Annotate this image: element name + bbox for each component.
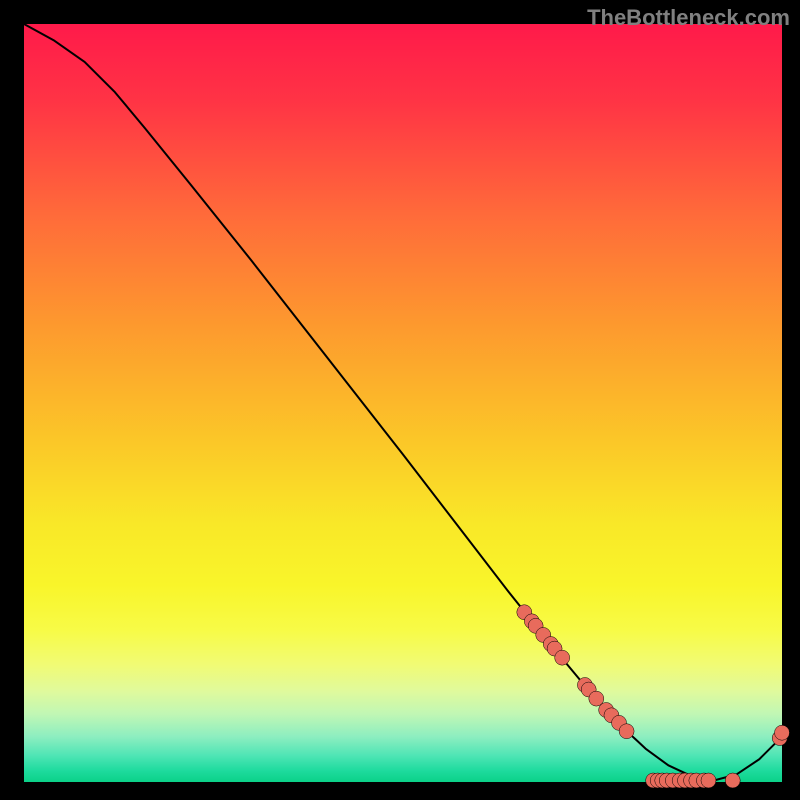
data-marker bbox=[725, 773, 740, 788]
data-marker bbox=[775, 725, 790, 740]
bottleneck-chart: TheBottleneck.com bbox=[0, 0, 800, 800]
watermark-label: TheBottleneck.com bbox=[587, 5, 790, 31]
plot-area bbox=[24, 24, 782, 782]
data-marker bbox=[701, 773, 716, 788]
data-marker bbox=[619, 724, 634, 739]
chart-svg bbox=[0, 0, 800, 800]
data-marker bbox=[555, 650, 570, 665]
